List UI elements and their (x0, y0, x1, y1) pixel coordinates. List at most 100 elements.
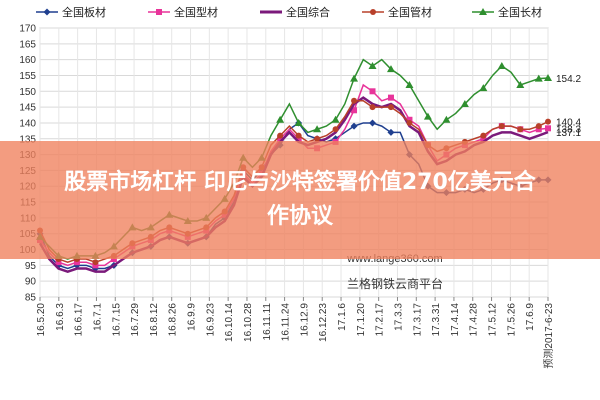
legend-item: 全国型材 (148, 5, 218, 19)
legend-marker (479, 8, 487, 15)
x-tick-label: 17.5.26 (506, 303, 517, 337)
data-point (405, 80, 414, 88)
legend-item: 全国长材 (472, 5, 542, 19)
banner-line-1: 股票市场杠杆 印尼与沙特签署价值270亿美元合 (64, 170, 536, 195)
y-tick-label: 170 (19, 24, 36, 35)
data-point (460, 99, 469, 107)
legend-label: 全国板材 (62, 5, 106, 19)
data-point (295, 135, 302, 142)
legend: 全国板材 全国型材 全国综合 全国管材 全国长材 (36, 5, 542, 19)
data-point (498, 123, 505, 130)
legend-item: 全国板材 (36, 5, 106, 19)
data-point (369, 104, 376, 111)
x-tick-label: 16.12.23 (318, 303, 329, 342)
data-point (535, 123, 542, 130)
x-tick-label: 17.6.9 (525, 303, 536, 331)
data-point (535, 126, 542, 133)
x-tick-label: 16.6.17 (74, 303, 85, 337)
data-point (351, 107, 358, 114)
banner-line-2: 作协议 (266, 204, 333, 229)
data-point (276, 115, 285, 123)
x-tick-label: 17.3.17 (412, 303, 423, 337)
x-tick-label: 17.3.3 (393, 303, 404, 331)
end-value-label: 140.4 (556, 118, 581, 129)
y-tick-label: 140 (19, 118, 36, 129)
x-tick-label: 16.9.23 (205, 303, 216, 337)
end-value-label: 137.1 (556, 128, 581, 139)
data-point (313, 125, 322, 133)
legend-item: 全国综合 (260, 5, 330, 19)
data-point (92, 259, 99, 266)
data-point (369, 88, 376, 95)
x-tick-label: 16.7.29 (130, 303, 141, 337)
x-tick-label: 17.2.17 (375, 303, 386, 337)
legend-marker (43, 8, 51, 16)
y-tick-label: 135 (19, 134, 36, 145)
y-tick-label: 150 (19, 87, 36, 98)
data-point (517, 126, 524, 133)
data-point (387, 94, 394, 101)
end-value-label: 154.2 (556, 74, 581, 85)
data-point (351, 97, 358, 104)
data-point (544, 74, 552, 82)
data-point (277, 135, 284, 142)
data-point (480, 132, 487, 139)
legend-label: 全国管材 (388, 5, 432, 19)
y-tick-label: 155 (19, 71, 36, 82)
data-point (350, 122, 358, 130)
data-point (332, 126, 339, 133)
data-point (314, 135, 321, 142)
data-point (497, 61, 506, 69)
legend-marker (156, 9, 162, 15)
data-point (534, 74, 543, 82)
data-point (545, 118, 551, 125)
legend-label: 全国综合 (286, 5, 330, 19)
y-tick-label: 85 (25, 293, 37, 304)
data-point (110, 256, 117, 263)
data-point (423, 112, 432, 120)
legend-label: 全国长材 (498, 5, 542, 19)
x-tick-label: 17.4.14 (450, 303, 461, 337)
data-point (480, 135, 487, 142)
y-tick-label: 165 (19, 39, 36, 50)
x-tick-label: 16.6.3 (55, 303, 66, 331)
data-point (55, 259, 62, 266)
y-tick-label: 90 (25, 277, 37, 288)
data-point (350, 74, 359, 82)
x-tick-label: 17.5.12 (488, 303, 499, 337)
data-point (406, 116, 413, 123)
data-point (387, 128, 395, 136)
data-point (92, 262, 99, 269)
data-point (277, 132, 284, 139)
y-tick-label: 145 (19, 103, 36, 114)
x-tick-label: 17.1.20 (356, 303, 367, 337)
data-point (294, 118, 303, 126)
x-tick-label: 16.11.24 (281, 303, 292, 342)
x-tick-label: 预测2017-6-23 (542, 303, 555, 369)
x-tick-label: 17.1.6 (337, 303, 348, 331)
x-tick-label: 17.4.28 (469, 303, 480, 337)
x-tick-label: 17.3.31 (431, 303, 442, 337)
data-point (442, 115, 451, 123)
x-tick-label: 16.7.1 (92, 303, 103, 331)
data-point (545, 125, 551, 132)
data-point (295, 132, 302, 139)
data-point (479, 84, 488, 92)
x-tick-label: 16.5.20 (36, 303, 47, 337)
x-tick-label: 16.8.12 (149, 303, 160, 337)
y-tick-label: 160 (19, 55, 36, 66)
data-point (386, 65, 395, 73)
legend-label: 全国型材 (174, 5, 218, 19)
y-tick-label: 95 (25, 261, 37, 272)
x-tick-label: 16.8.26 (168, 303, 179, 337)
data-point (331, 115, 340, 123)
news-banner[interactable]: 股票市场杠杆 印尼与沙特签署价值270亿美元合 作协议 (0, 141, 600, 259)
x-axis: 16.5.20 16.6.3 16.6.17 16.7.1 16.7.15 16.7.29… (36, 297, 555, 369)
data-point (369, 119, 377, 127)
platform-name: 兰格钢铁云商平台 (347, 276, 443, 291)
x-tick-label: 16.9.9 (187, 303, 198, 331)
data-point (368, 61, 377, 69)
data-point (516, 80, 525, 88)
